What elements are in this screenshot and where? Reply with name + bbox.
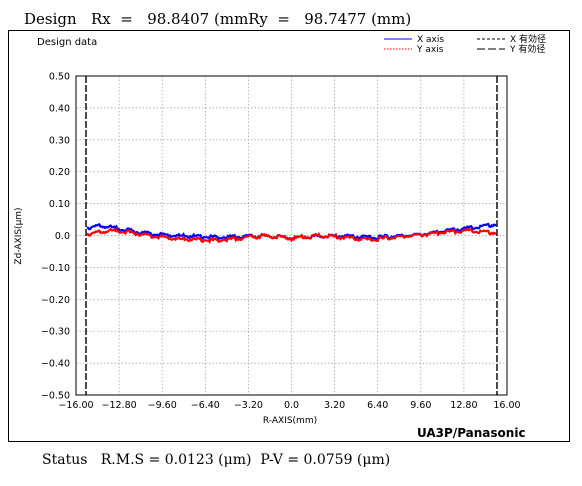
x-tick-label: 12.80: [450, 400, 477, 411]
status-label: Status: [42, 452, 88, 468]
ry-unit: (mm): [371, 10, 412, 28]
y-tick-label: −0.40: [41, 359, 70, 370]
header-line: Design Rx = 98.8407 (mmRy = 98.7477 (mm): [24, 10, 411, 28]
ry-value: 98.7477: [304, 10, 367, 28]
y-tick-label: −0.10: [41, 263, 70, 274]
brand-label: UA3P/Panasonic: [417, 426, 526, 440]
x-tick-label: 16.00: [493, 400, 520, 411]
x-tick-label: −12.80: [102, 400, 137, 411]
plot-border: [75, 75, 508, 396]
y-axis-label: Zd-AXIS(μm): [14, 207, 24, 264]
y-tick-labels: 0.50 0.40 0.30 0.20 0.10 0.0 −0.10 −0.20 −0.30 −0…: [41, 72, 70, 402]
rms-value: R.M.S = 0.0123 (μm): [100, 452, 252, 468]
profile-chart: Design data 0.50 0.40 0.30 0.20 0.10 0.0 −0.10…: [14, 33, 546, 440]
x-tick-label: −9.60: [148, 400, 177, 411]
rx-unit-ry: (mmRy: [214, 10, 268, 28]
legend-label: Y axis: [416, 45, 444, 55]
y-tick-label: −0.20: [41, 295, 70, 306]
series-line: [86, 227, 497, 245]
chart-frame: Design data 0.50 0.40 0.30 0.20 0.10 0.0 −0.10…: [8, 30, 570, 442]
y-tick-label: −0.50: [41, 391, 70, 402]
legend-label: X axis: [417, 35, 444, 45]
y-tick-label: 0.20: [49, 167, 70, 178]
y-tick-label: 0.10: [49, 199, 70, 210]
x-tick-label: −16.00: [58, 400, 93, 411]
grid-lines: [76, 76, 507, 395]
rx-value: 98.8407: [147, 10, 210, 28]
x-tick-label: −3.20: [234, 400, 263, 411]
rx-label: Rx: [90, 10, 111, 28]
chart-title: Design data: [37, 37, 97, 48]
y-tick-label: 0.50: [49, 72, 70, 83]
x-tick-labels: −16.00 −12.80 −9.60 −6.40 −3.20 0.0 3.20 6.40 9.…: [58, 400, 520, 411]
x-tick-label: −6.40: [191, 400, 220, 411]
data-series: [86, 222, 497, 245]
rx-equals: =: [120, 10, 133, 28]
y-tick-label: −0.30: [41, 327, 70, 338]
x-tick-label: 6.40: [367, 400, 388, 411]
ry-equals: =: [277, 10, 290, 28]
status-line: Status R.M.S = 0.0123 (μm) P-V = 0.0759 …: [42, 452, 390, 468]
x-tick-label: 9.60: [410, 400, 431, 411]
y-tick-label: 0.0: [55, 231, 70, 242]
axes: [75, 75, 508, 396]
pv-value: P-V = 0.0759 (μm): [260, 452, 391, 468]
x-tick-label: 0.0: [284, 400, 299, 411]
x-axis-label: R-AXIS(mm): [263, 416, 317, 426]
effective-diameter-lines: [85, 76, 498, 395]
legend-label: Y 有効径: [509, 43, 545, 55]
header-label: Design: [24, 10, 77, 28]
x-tick-label: 3.20: [324, 400, 345, 411]
y-tick-label: 0.30: [49, 135, 70, 146]
legend-label: X 有効径: [510, 33, 546, 45]
y-tick-label: 0.40: [49, 103, 70, 114]
legend: X axis X 有効径 Y axis Y 有効径: [384, 33, 546, 55]
